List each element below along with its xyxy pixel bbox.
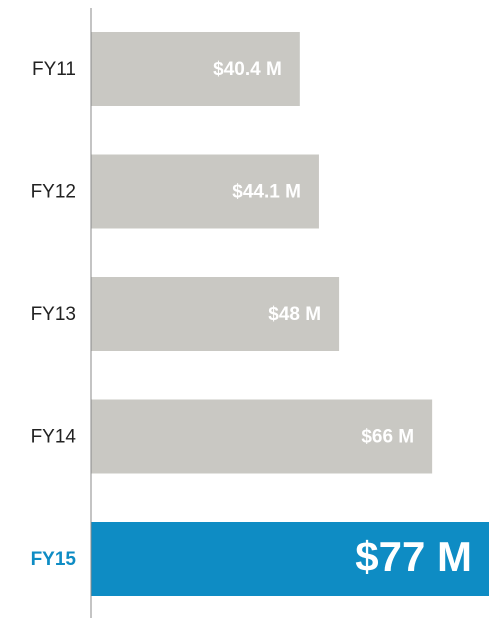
category-label: FY13	[31, 304, 76, 325]
value-label: $44.1 M	[232, 182, 301, 203]
category-label: FY14	[31, 427, 77, 448]
bar	[91, 32, 300, 106]
category-label: FY15	[31, 549, 77, 570]
value-label: $66 M	[361, 427, 414, 448]
value-label: $40.4 M	[213, 59, 282, 80]
category-label: FY12	[31, 182, 76, 203]
value-label: $48 M	[268, 304, 321, 325]
bar	[91, 399, 433, 474]
bar	[91, 522, 489, 596]
value-label: $77 M	[355, 533, 472, 580]
category-label: FY11	[32, 59, 76, 80]
bar	[91, 154, 319, 229]
bar	[91, 277, 340, 351]
